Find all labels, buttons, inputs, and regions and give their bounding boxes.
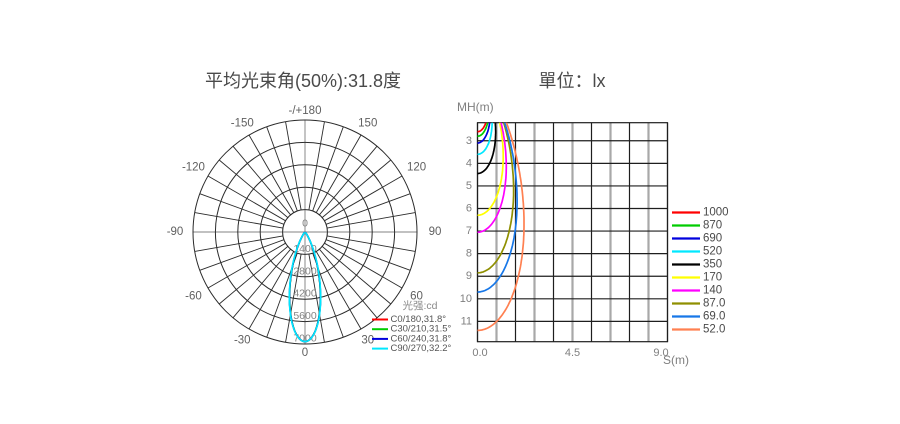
angle-tick-label: 0	[302, 347, 308, 359]
y-tick-label: 3	[466, 135, 472, 147]
polar-grid-spoke	[325, 193, 411, 225]
angle-tick-label: -30	[234, 335, 251, 347]
beam-angle-title: 平均光束角(50%):31.8度	[204, 71, 402, 91]
polar-grid-spoke	[326, 212, 416, 229]
polar-grid-ring	[259, 186, 351, 278]
isolux-legend-label: 140	[703, 285, 722, 297]
isolux-curve	[477, 122, 508, 234]
isolux-curve	[477, 122, 497, 175]
y-tick-label: 11	[461, 315, 472, 327]
polar-grid-spoke	[319, 145, 378, 216]
radial-tick-label: 5600	[293, 310, 317, 322]
angle-tick-label: 90	[429, 226, 442, 238]
polar-legend-label: C90/270,32.2°	[391, 343, 452, 354]
isolux-legend-label: 69.0	[703, 311, 725, 323]
radial-tick-label: 2800	[293, 265, 317, 277]
polar-grid-spoke	[232, 248, 291, 319]
isolux-legend-label: 870	[703, 220, 722, 232]
radial-tick-label: 0	[302, 218, 308, 230]
isolux-legend-label: 690	[703, 233, 722, 245]
polar-grid-spoke	[232, 145, 291, 216]
polar-grid-spoke	[248, 251, 295, 330]
y-tick-label: 9	[466, 270, 472, 282]
polar-grid-spoke	[248, 134, 295, 213]
angle-tick-label: -/+180	[289, 105, 322, 117]
polar-grid-spoke	[194, 212, 284, 229]
x-tick-label: 9.0	[653, 347, 668, 359]
polar-grid-spoke	[218, 159, 289, 218]
polar-grid-spoke	[207, 175, 286, 222]
polar-grid-spoke	[199, 193, 285, 225]
y-tick-label: 7	[466, 225, 472, 237]
radial-tick-label: 1400	[293, 243, 317, 255]
radial-tick-label: 7000	[293, 333, 317, 345]
isolux-curve	[477, 122, 525, 332]
isolux-curve	[477, 122, 494, 156]
y-tick-label: 10	[460, 293, 472, 305]
polar-grid-spoke	[324, 242, 403, 289]
x-tick-label: 0.0	[472, 347, 487, 359]
polar-grid-spoke	[218, 246, 289, 305]
polar-legend-label: C60/240,31.8°	[391, 333, 452, 344]
polar-grid-spoke	[285, 121, 302, 211]
angle-tick-label: -150	[231, 117, 254, 129]
intensity-distribution-curve	[288, 231, 322, 343]
polar-legend-title: 光强:cd	[402, 299, 437, 312]
isolux-legend-label: 52.0	[703, 324, 725, 336]
polar-grid-spoke	[321, 246, 392, 305]
polar-grid-spoke	[324, 175, 403, 222]
polar-grid-spoke	[207, 242, 286, 289]
y-tick-label: 4	[466, 157, 472, 169]
isolux-curve	[477, 122, 487, 133]
y-tick-label: 5	[466, 180, 472, 192]
polar-grid-spoke	[319, 248, 378, 319]
polar-grid-spoke	[315, 134, 362, 213]
polar-grid-ring	[192, 119, 418, 345]
polar-grid-spoke	[325, 239, 411, 271]
y-axis-title: MH(m)	[457, 100, 494, 114]
angle-tick-label: -90	[167, 226, 184, 238]
angle-tick-label: 60	[410, 290, 423, 302]
isolux-legend-label: 170	[703, 272, 722, 284]
isolux-legend-label: 520	[703, 246, 722, 258]
polar-grid-spoke	[312, 126, 344, 212]
unit-title: 單位：lx	[538, 71, 606, 91]
polar-grid-spoke	[266, 126, 298, 212]
isolux-legend-label: 1000	[703, 207, 729, 219]
x-axis-title: S(m)	[663, 353, 689, 367]
polar-legend-label: C0/180,31.8°	[391, 314, 447, 325]
polar-grid-spoke	[326, 235, 416, 252]
angle-tick-label: -60	[185, 290, 202, 302]
isolux-legend-label: 87.0	[703, 298, 725, 310]
polar-grid-spoke	[285, 253, 302, 343]
angle-tick-label: 150	[358, 117, 377, 129]
isolux-curve	[477, 122, 515, 274]
isolux-curve	[477, 122, 491, 144]
polar-grid-ring	[237, 164, 373, 300]
radial-tick-label: 4200	[293, 288, 317, 300]
x-tick-label: 4.5	[565, 347, 580, 359]
y-tick-label: 6	[466, 202, 472, 214]
polar-grid-ring	[282, 209, 328, 255]
polar-grid-spoke	[308, 253, 325, 343]
isolux-curve	[477, 122, 489, 138]
angle-tick-label: -120	[182, 162, 205, 174]
polar-grid-spoke	[315, 251, 362, 330]
angle-tick-label: 120	[407, 162, 426, 174]
polar-legend-label: C30/210,31.5°	[391, 324, 452, 335]
isolux-curve	[477, 122, 518, 293]
polar-grid-spoke	[308, 121, 325, 211]
y-tick-label: 8	[466, 248, 472, 260]
polar-grid-ring	[214, 141, 396, 323]
polar-grid-spoke	[194, 235, 284, 252]
polar-grid-spoke	[199, 239, 285, 271]
polar-grid-spoke	[321, 159, 392, 218]
angle-tick-label: 30	[361, 335, 374, 347]
isolux-legend-label: 350	[703, 259, 722, 271]
isolux-curve	[477, 122, 505, 217]
